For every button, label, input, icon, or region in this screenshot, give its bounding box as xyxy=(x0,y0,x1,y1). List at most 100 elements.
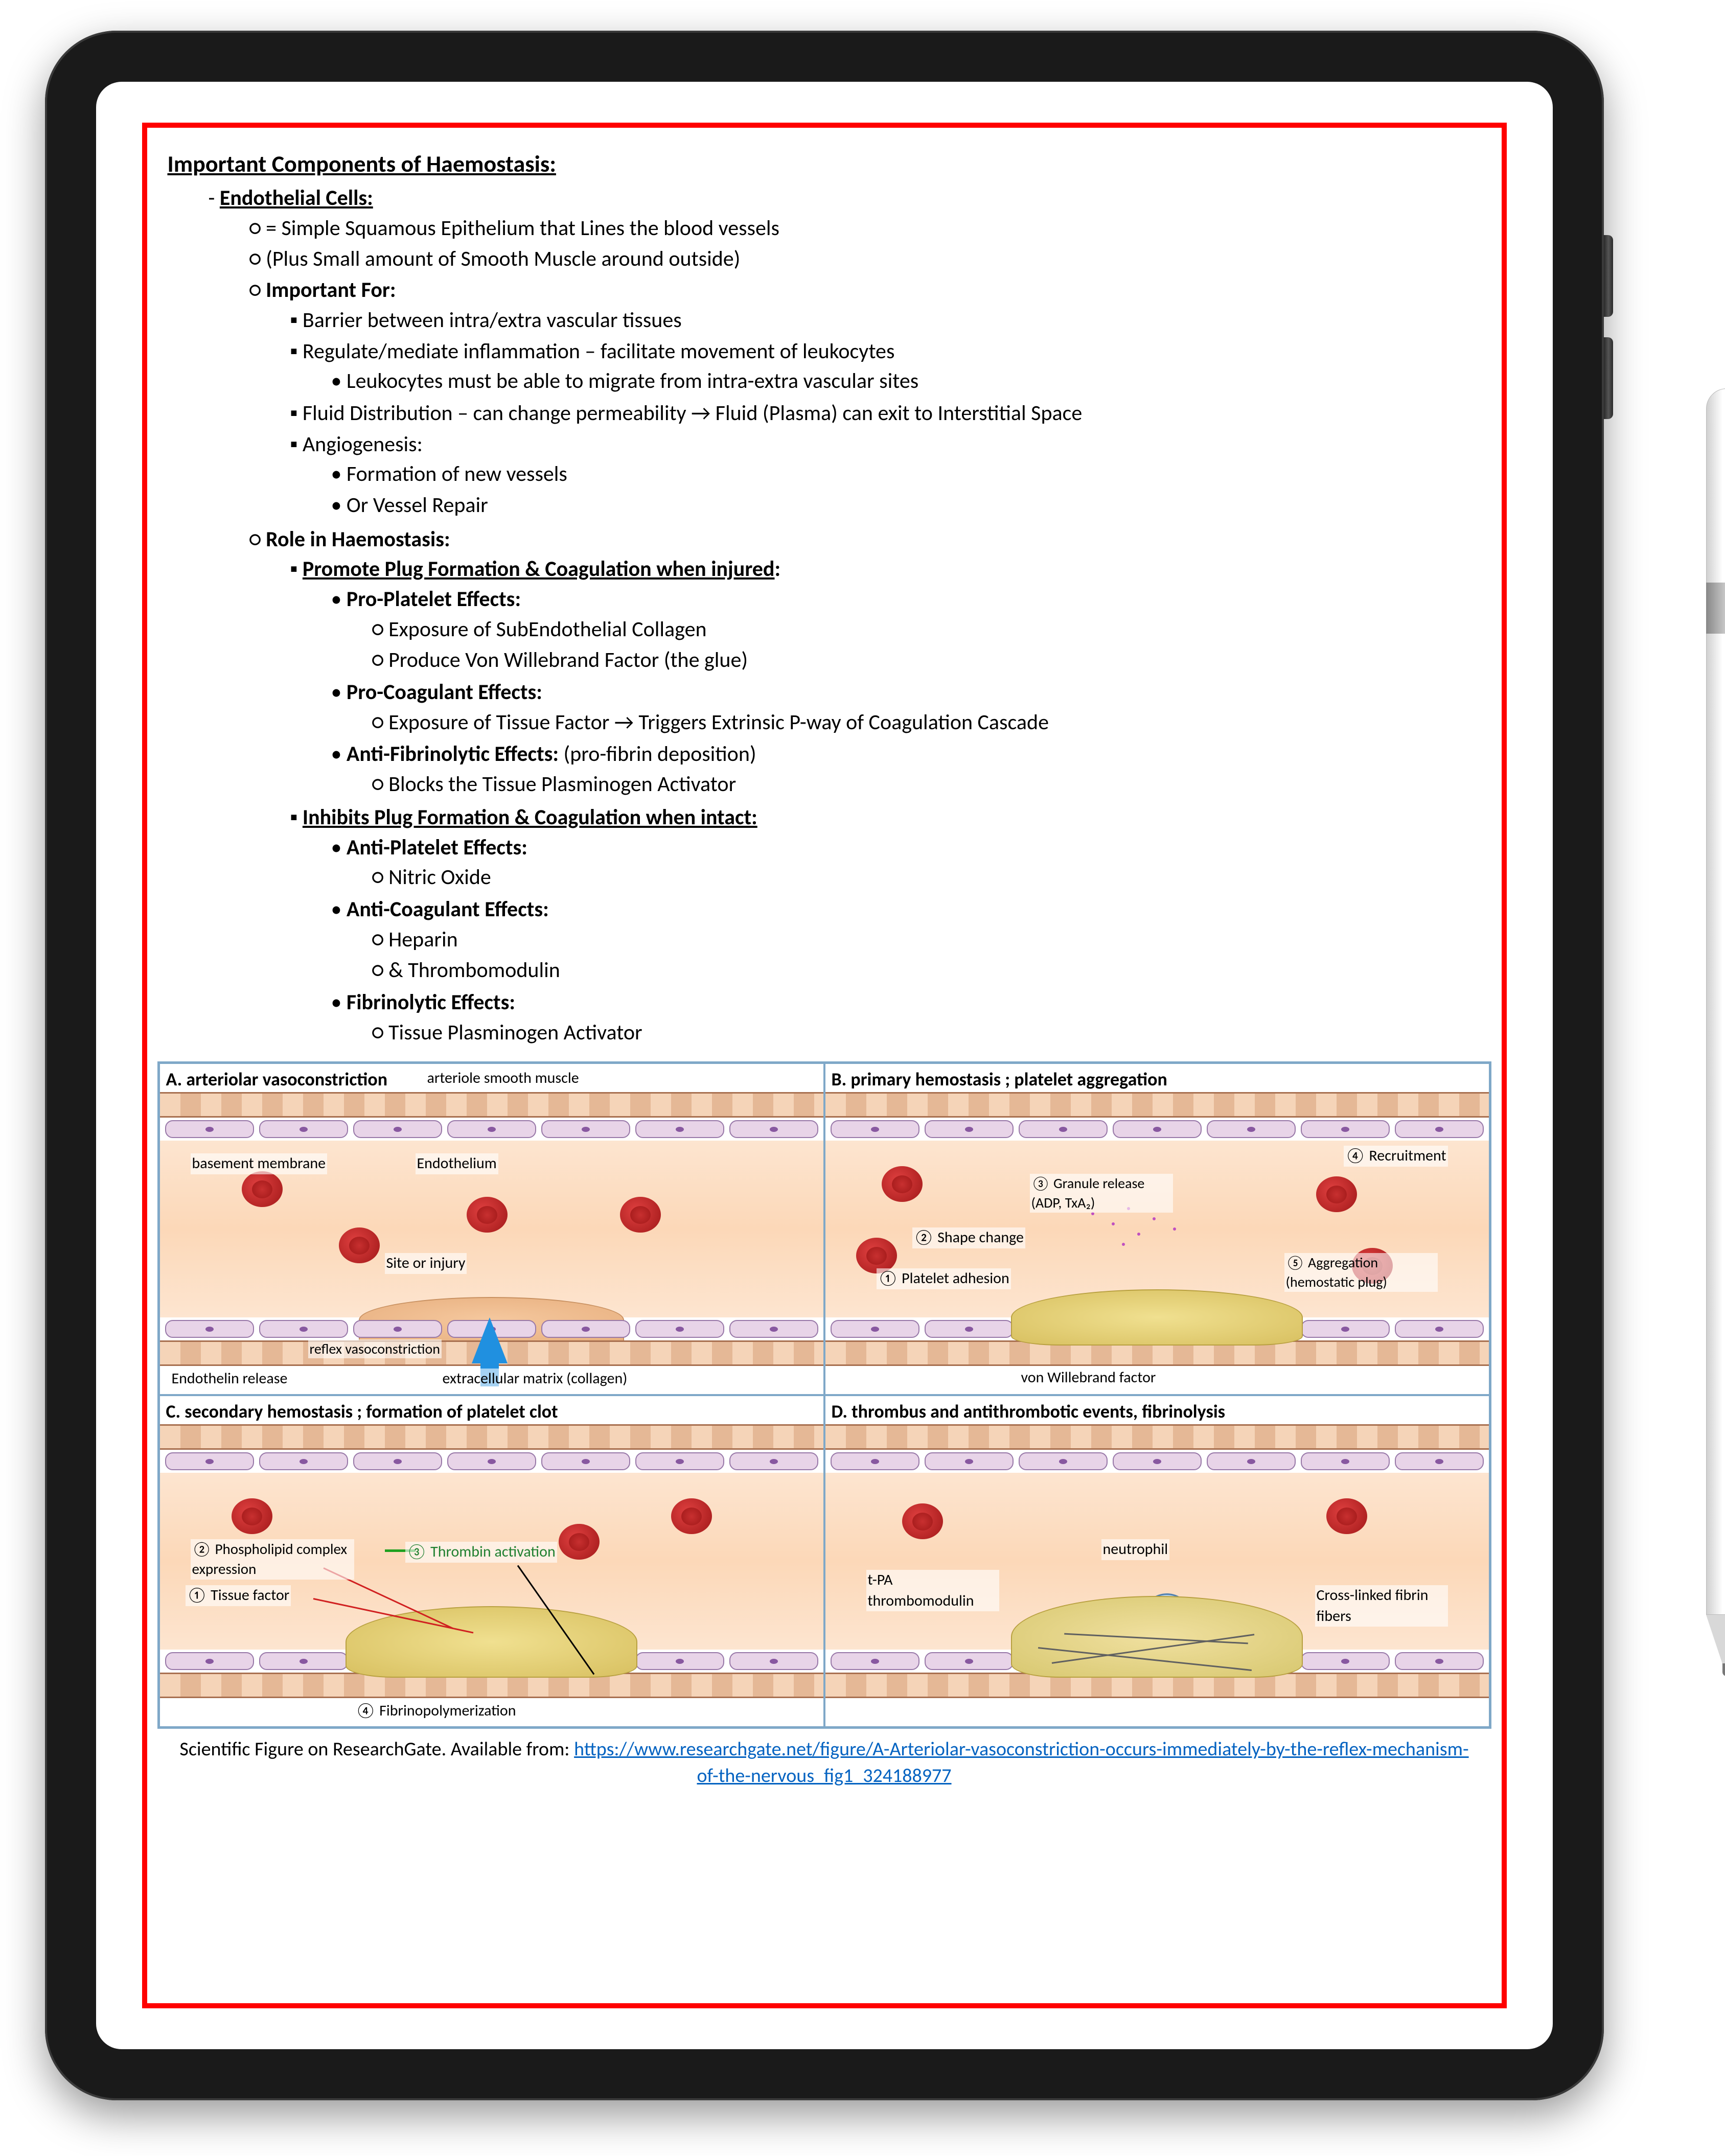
list-item: Anti-Platelet Effects: Nitric Oxide xyxy=(331,832,1491,894)
endothelium-top xyxy=(160,1120,823,1138)
list-item: Endothelial Cells: = Simple Squamous Epi… xyxy=(209,183,1491,524)
important-for-label: Important For: xyxy=(266,277,396,303)
label-tpa: t-PA thrombomodulin xyxy=(866,1570,999,1611)
caption-prefix: Scientific Figure on ResearchGate. Avail… xyxy=(179,1737,574,1761)
granule-icon xyxy=(1091,1212,1094,1215)
list-sub: Leukocytes must be able to migrate from … xyxy=(290,366,1491,397)
endothelium-top xyxy=(160,1452,823,1470)
panel-c: C. secondary hemostasis ; formation of p… xyxy=(159,1395,824,1727)
promote-label: Promote Plug Formation & Coagulation whe… xyxy=(303,556,775,582)
granule-icon xyxy=(1122,1243,1125,1246)
list-item: Blocks the Tissue Plasminogen Activator xyxy=(372,769,1491,800)
list-fb: Tissue Plasminogen Activator xyxy=(331,1017,1491,1049)
volume-up-button[interactable] xyxy=(1604,235,1613,317)
list-important: Barrier between intra/extra vascular tis… xyxy=(249,305,1491,522)
list-sub: Formation of new vessels Or Vessel Repai… xyxy=(290,459,1491,521)
label-endothelin: Endothelin release xyxy=(170,1369,289,1389)
list-item: Role in Haemostasis: Promote Plug Format… xyxy=(249,524,1491,1052)
fibrinolytic-label: Fibrinolytic Effects: xyxy=(347,989,515,1015)
list-item: Important For: Barrier between intra/ext… xyxy=(249,275,1491,523)
page-red-border: Important Components of Haemostasis: End… xyxy=(142,123,1507,2008)
label-site: Site or injury xyxy=(385,1253,467,1274)
granule-icon xyxy=(1112,1222,1115,1225)
antifib-label: Anti-Fibrinolytic Effects: xyxy=(347,741,559,767)
list-item: Heparin xyxy=(372,924,1491,956)
label-fibers: Cross-linked fibrin fibers xyxy=(1315,1585,1448,1627)
rbc-icon xyxy=(242,1171,283,1207)
list-pp: Exposure of SubEndothelial Collagen Prod… xyxy=(331,614,1491,676)
label-adhesion: ① Platelet adhesion xyxy=(877,1268,1011,1289)
rbc-icon xyxy=(902,1503,943,1539)
label-recruitment: ④ Recruitment xyxy=(1344,1146,1448,1167)
panel-b-title: B. primary hemostasis ; platelet aggrega… xyxy=(832,1067,1167,1092)
proplatelet-label: Pro-Platelet Effects: xyxy=(347,586,521,612)
list-role: Role in Haemostasis: Promote Plug Format… xyxy=(157,524,1491,1052)
label-reflex: reflex vasoconstriction xyxy=(308,1339,442,1359)
volume-down-button[interactable] xyxy=(1604,337,1613,419)
platelet-clot xyxy=(346,1606,637,1678)
figure-caption: Scientific Figure on ResearchGate. Avail… xyxy=(157,1736,1491,1789)
panel-d: D. thrombus and antithrombotic events, f… xyxy=(824,1395,1490,1727)
rbc-icon xyxy=(620,1197,661,1233)
list-item: Fluid Distribution – can change permeabi… xyxy=(290,398,1491,429)
caption-link[interactable]: https://www.researchgate.net/figure/A-Ar… xyxy=(574,1737,1469,1787)
label-neutrophil: neutrophil xyxy=(1101,1539,1170,1560)
rbc-icon xyxy=(671,1498,712,1534)
stylus-band xyxy=(1706,583,1725,634)
rbc-icon xyxy=(559,1524,600,1560)
list-ec: = Simple Squamous Epithelium that Lines … xyxy=(209,213,1491,523)
hemostasis-diagram: A. arteriolar vasoconstriction arteriole… xyxy=(157,1061,1491,1729)
list-item: = Simple Squamous Epithelium that Lines … xyxy=(249,213,1491,244)
rbc-icon xyxy=(339,1227,380,1263)
scene: Important Components of Haemostasis: End… xyxy=(45,31,1681,2100)
label-endothelium: Endothelium xyxy=(416,1153,498,1174)
list-item: (Plus Small amount of Smooth Muscle arou… xyxy=(249,244,1491,275)
rbc-icon xyxy=(232,1498,272,1534)
vessel-wall-top xyxy=(825,1092,1489,1118)
rbc-icon xyxy=(467,1197,508,1233)
list-item: Nitric Oxide xyxy=(372,862,1491,893)
list-inhibit: Anti-Platelet Effects: Nitric Oxide Anti… xyxy=(290,832,1491,1050)
text: Regulate/mediate inflammation – facilita… xyxy=(303,338,895,364)
granule-icon xyxy=(1153,1217,1156,1220)
list-item: Anti-Coagulant Effects: Heparin & Thromb… xyxy=(331,894,1491,987)
panel-b: B. primary hemostasis ; platelet aggrega… xyxy=(824,1063,1490,1395)
list-role-sq: Promote Plug Formation & Coagulation whe… xyxy=(249,554,1491,1050)
list-item: Angiogenesis: Formation of new vessels O… xyxy=(290,429,1491,522)
list-item: Produce Von Willebrand Factor (the glue) xyxy=(372,645,1491,676)
list-af: Blocks the Tissue Plasminogen Activator xyxy=(331,769,1491,800)
label-shape: ② Shape change xyxy=(912,1227,1025,1248)
rbc-icon xyxy=(882,1166,923,1202)
label-fibrino: ④ Fibrinopolymerization xyxy=(354,1701,518,1722)
panel-d-title: D. thrombus and antithrombotic events, f… xyxy=(832,1399,1226,1424)
rbc-icon xyxy=(1316,1176,1357,1212)
antifib-paren: (pro-fibrin deposition) xyxy=(559,741,756,767)
list-item: Exposure of SubEndothelial Collagen xyxy=(372,614,1491,645)
list-item: Inhibits Plug Formation & Coagulation wh… xyxy=(290,802,1491,1051)
label-thrombin: ③ Thrombin activation xyxy=(405,1542,557,1563)
document-page: Important Components of Haemostasis: End… xyxy=(96,82,1553,2049)
section-endothelial: Endothelial Cells: xyxy=(220,185,373,211)
label-phospho: ② Phospholipid complex expression xyxy=(191,1539,354,1579)
rbc-icon xyxy=(1326,1498,1367,1534)
panel-a-title: A. arteriolar vasoconstriction xyxy=(166,1067,388,1092)
vessel-wall-top xyxy=(160,1424,823,1450)
list-item: Regulate/mediate inflammation – facilita… xyxy=(290,336,1491,398)
role-label: Role in Haemostasis: xyxy=(266,526,450,552)
label-granule: ③ Granule release (ADP, TxA₂) xyxy=(1030,1174,1173,1213)
vessel-wall-top xyxy=(825,1424,1489,1450)
inhibit-label: Inhibits Plug Formation & Coagulation wh… xyxy=(303,804,757,830)
antiplatelet-label: Anti-Platelet Effects: xyxy=(347,834,527,861)
tablet-frame: Important Components of Haemostasis: End… xyxy=(45,31,1604,2100)
list-item: Pro-Platelet Effects: Exposure of SubEnd… xyxy=(331,584,1491,677)
list-item: Tissue Plasminogen Activator xyxy=(372,1017,1491,1049)
label-tissue-factor: ① Tissue factor xyxy=(186,1585,291,1606)
list-item: Or Vessel Repair xyxy=(331,490,1491,521)
list-promote: Pro-Platelet Effects: Exposure of SubEnd… xyxy=(290,584,1491,801)
page-title: Important Components of Haemostasis: xyxy=(157,148,1491,180)
granule-icon xyxy=(1173,1227,1176,1231)
panel-a: A. arteriolar vasoconstriction arteriole… xyxy=(159,1063,824,1395)
label-vwf: von Willebrand factor xyxy=(1020,1367,1158,1388)
list-item: Leukocytes must be able to migrate from … xyxy=(331,366,1491,397)
stylus-pen xyxy=(1706,388,1725,1717)
